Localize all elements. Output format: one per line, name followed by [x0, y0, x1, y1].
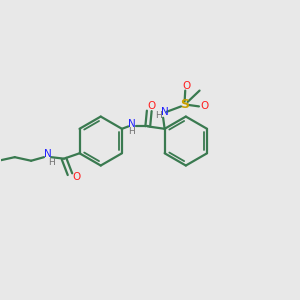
Text: O: O [72, 172, 81, 182]
Text: H: H [129, 127, 135, 136]
Text: O: O [200, 101, 208, 111]
Text: N: N [44, 149, 51, 159]
Text: H: H [48, 158, 55, 167]
Text: O: O [148, 101, 156, 111]
Text: N: N [161, 107, 169, 117]
Text: H: H [155, 111, 162, 120]
Text: N: N [128, 119, 136, 129]
Text: S: S [180, 98, 189, 111]
Text: O: O [182, 80, 190, 91]
